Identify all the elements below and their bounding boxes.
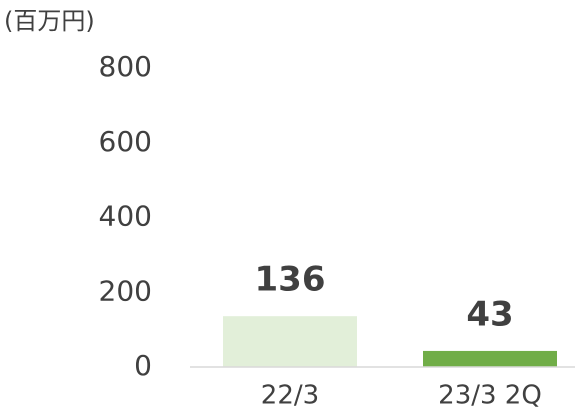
x-tick-label: 23/3 2Q	[438, 381, 542, 411]
y-tick-label: 600	[99, 125, 152, 158]
bar	[423, 350, 557, 367]
y-tick-label: 800	[99, 50, 152, 83]
y-axis-label: (百万円)	[4, 7, 95, 35]
data-label: 43	[466, 294, 513, 334]
data-label: 136	[255, 260, 326, 300]
y-tick-label: 200	[99, 274, 152, 307]
y-tick-label: 0	[134, 349, 152, 382]
bar	[223, 316, 357, 367]
x-tick-label: 22/3	[261, 381, 319, 411]
y-tick-label: 400	[99, 200, 152, 233]
